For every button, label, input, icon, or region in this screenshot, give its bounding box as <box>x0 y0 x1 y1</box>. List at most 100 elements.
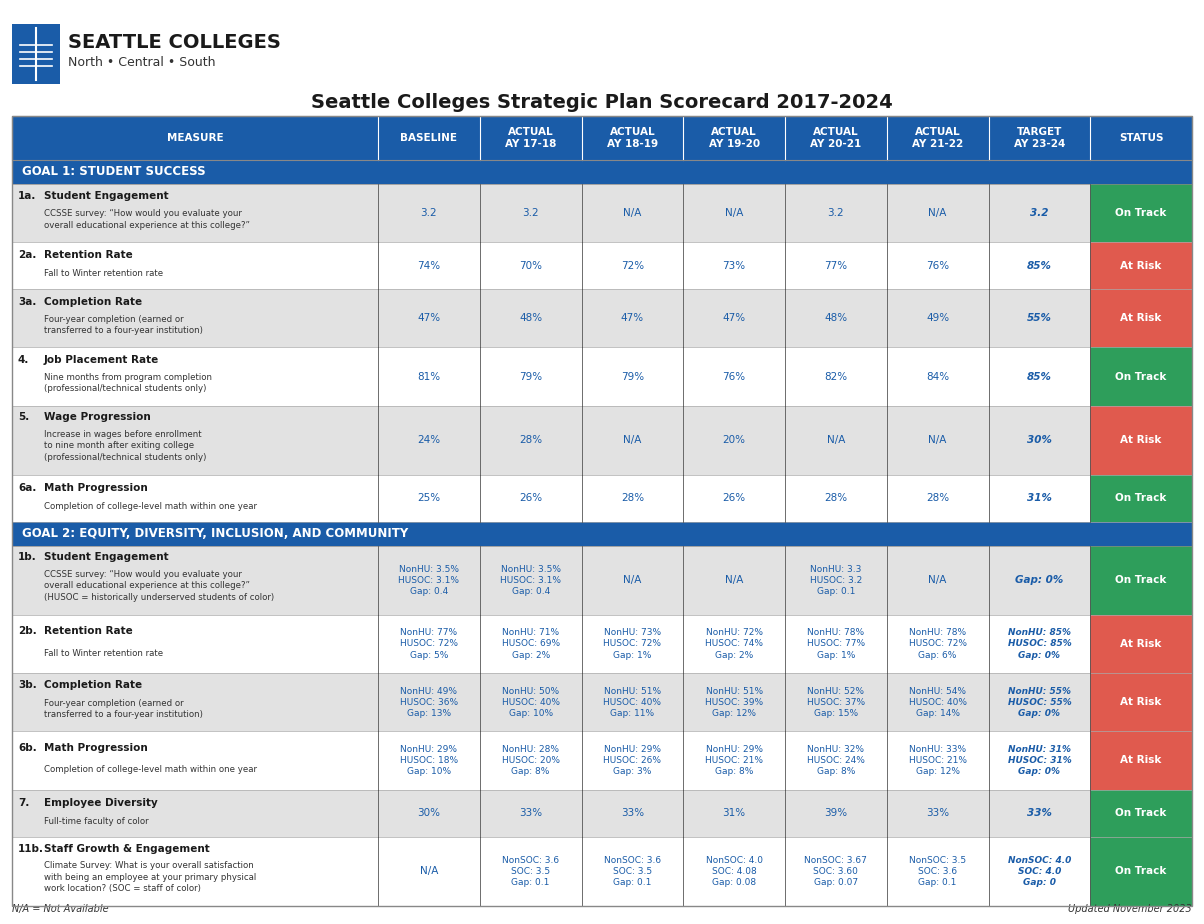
Bar <box>12 116 378 160</box>
Text: 79%: 79% <box>621 371 644 382</box>
Text: 30%: 30% <box>1027 435 1052 445</box>
Text: Math Progression: Math Progression <box>45 483 148 493</box>
Bar <box>12 347 1192 406</box>
Text: BASELINE: BASELINE <box>401 133 458 143</box>
Text: NonHU: 77%
HUSOC: 72%
Gap: 5%: NonHU: 77% HUSOC: 72% Gap: 5% <box>400 628 458 660</box>
Text: 6a.: 6a. <box>18 483 36 493</box>
Text: 47%: 47% <box>418 313 441 323</box>
Bar <box>988 116 1091 160</box>
Text: NonHU: 73%
HUSOC: 72%
Gap: 1%: NonHU: 73% HUSOC: 72% Gap: 1% <box>603 628 661 660</box>
Text: On Track: On Track <box>1115 808 1167 819</box>
Text: NonHU: 28%
HUSOC: 20%
Gap: 8%: NonHU: 28% HUSOC: 20% Gap: 8% <box>502 745 560 776</box>
Text: N/A = Not Available: N/A = Not Available <box>12 904 108 914</box>
Text: N/A: N/A <box>928 208 946 218</box>
Bar <box>479 116 582 160</box>
Text: 82%: 82% <box>825 371 848 382</box>
Text: 30%: 30% <box>418 808 441 819</box>
Bar <box>12 837 1192 906</box>
Text: 85%: 85% <box>1027 261 1052 271</box>
Text: N/A: N/A <box>827 435 845 445</box>
Text: 2b.: 2b. <box>18 626 37 637</box>
Text: N/A: N/A <box>725 208 743 218</box>
Text: 72%: 72% <box>621 261 644 271</box>
Text: ACTUAL
AY 18-19: ACTUAL AY 18-19 <box>607 128 657 149</box>
Bar <box>12 522 1192 546</box>
Bar <box>12 731 1192 789</box>
Text: NonHU: 72%
HUSOC: 74%
Gap: 2%: NonHU: 72% HUSOC: 74% Gap: 2% <box>706 628 763 660</box>
Text: N/A: N/A <box>624 208 642 218</box>
Text: 1a.: 1a. <box>18 191 36 201</box>
Text: NonHU: 29%
HUSOC: 18%
Gap: 10%: NonHU: 29% HUSOC: 18% Gap: 10% <box>400 745 458 776</box>
Text: 84%: 84% <box>926 371 949 382</box>
Text: GOAL 1: STUDENT SUCCESS: GOAL 1: STUDENT SUCCESS <box>22 165 206 178</box>
Text: Four-year completion (earned or
transferred to a four-year institution): Four-year completion (earned or transfer… <box>45 699 203 719</box>
Bar <box>12 184 1192 242</box>
Text: North • Central • South: North • Central • South <box>67 55 216 68</box>
Text: NonHU: 85%
HUSOC: 85%
Gap: 0%: NonHU: 85% HUSOC: 85% Gap: 0% <box>1008 628 1072 660</box>
Bar <box>12 289 1192 347</box>
Text: Retention Rate: Retention Rate <box>45 626 132 637</box>
Text: N/A: N/A <box>420 867 438 877</box>
Text: NonHU: 29%
HUSOC: 21%
Gap: 8%: NonHU: 29% HUSOC: 21% Gap: 8% <box>706 745 763 776</box>
Text: 25%: 25% <box>418 493 441 504</box>
Text: On Track: On Track <box>1115 493 1167 504</box>
Text: At Risk: At Risk <box>1121 435 1162 445</box>
Text: NonHU: 50%
HUSOC: 40%
Gap: 10%: NonHU: 50% HUSOC: 40% Gap: 10% <box>502 687 560 718</box>
Text: On Track: On Track <box>1115 576 1167 585</box>
Bar <box>12 614 1192 673</box>
Text: 55%: 55% <box>1027 313 1052 323</box>
Text: Completion Rate: Completion Rate <box>45 297 142 307</box>
Text: 6b.: 6b. <box>18 743 37 753</box>
Text: NonHU: 78%
HUSOC: 72%
Gap: 6%: NonHU: 78% HUSOC: 72% Gap: 6% <box>909 628 967 660</box>
Text: Student Engagement: Student Engagement <box>45 553 169 563</box>
Text: Completion Rate: Completion Rate <box>45 680 142 690</box>
Text: Gap: 0%: Gap: 0% <box>1015 576 1063 585</box>
Text: 24%: 24% <box>418 435 441 445</box>
Bar <box>12 116 1192 160</box>
Text: NonHU: 55%
HUSOC: 55%
Gap: 0%: NonHU: 55% HUSOC: 55% Gap: 0% <box>1008 687 1072 718</box>
Text: 79%: 79% <box>519 371 542 382</box>
Text: 33%: 33% <box>926 808 949 819</box>
Bar <box>12 673 1192 731</box>
Text: 3.2: 3.2 <box>523 208 539 218</box>
Text: 3a.: 3a. <box>18 297 36 307</box>
Text: Completion of college-level math within one year: Completion of college-level math within … <box>45 765 256 774</box>
Text: 76%: 76% <box>926 261 949 271</box>
Text: 39%: 39% <box>825 808 848 819</box>
Text: N/A: N/A <box>725 576 743 585</box>
Bar <box>12 160 1192 184</box>
Text: NonHU: 3.5%
HUSOC: 3.1%
Gap: 0.4: NonHU: 3.5% HUSOC: 3.1% Gap: 0.4 <box>399 565 460 596</box>
Text: TARGET
AY 23-24: TARGET AY 23-24 <box>1014 128 1066 149</box>
Text: 3.2: 3.2 <box>827 208 844 218</box>
Text: N/A: N/A <box>928 576 946 585</box>
Bar <box>1091 614 1192 673</box>
Text: 70%: 70% <box>519 261 542 271</box>
Bar <box>12 24 60 84</box>
Text: 28%: 28% <box>519 435 542 445</box>
Text: NonSOC: 4.0
SOC: 4.0
Gap: 0: NonSOC: 4.0 SOC: 4.0 Gap: 0 <box>1008 856 1072 887</box>
Text: 31%: 31% <box>722 808 745 819</box>
Bar <box>1091 673 1192 731</box>
Text: 5.: 5. <box>18 412 29 422</box>
Text: 11b.: 11b. <box>18 844 45 854</box>
Text: 26%: 26% <box>519 493 542 504</box>
Text: 28%: 28% <box>825 493 848 504</box>
Text: Wage Progression: Wage Progression <box>45 412 150 422</box>
Text: NonHU: 49%
HUSOC: 36%
Gap: 13%: NonHU: 49% HUSOC: 36% Gap: 13% <box>400 687 458 718</box>
Text: 33%: 33% <box>621 808 644 819</box>
Text: 3.2: 3.2 <box>420 208 437 218</box>
Text: NonSOC: 3.67
SOC: 3.60
Gap: 0.07: NonSOC: 3.67 SOC: 3.60 Gap: 0.07 <box>804 856 867 887</box>
Text: NonHU: 31%
HUSOC: 31%
Gap: 0%: NonHU: 31% HUSOC: 31% Gap: 0% <box>1008 745 1072 776</box>
Bar <box>887 116 988 160</box>
Text: NonHU: 3.5%
HUSOC: 3.1%
Gap: 0.4: NonHU: 3.5% HUSOC: 3.1% Gap: 0.4 <box>500 565 561 596</box>
Text: ACTUAL
AY 20-21: ACTUAL AY 20-21 <box>810 128 862 149</box>
Text: ACTUAL
AY 21-22: ACTUAL AY 21-22 <box>911 128 963 149</box>
Text: NonHU: 51%
HUSOC: 39%
Gap: 12%: NonHU: 51% HUSOC: 39% Gap: 12% <box>706 687 763 718</box>
Text: Updated November 2023: Updated November 2023 <box>1068 904 1192 914</box>
Bar <box>1091 184 1192 242</box>
Text: Full-time faculty of color: Full-time faculty of color <box>45 817 148 826</box>
Bar <box>1091 289 1192 347</box>
Text: 49%: 49% <box>926 313 949 323</box>
Text: Nine months from program completion
(professional/technical students only): Nine months from program completion (pro… <box>45 373 212 394</box>
Text: 3b.: 3b. <box>18 680 37 690</box>
